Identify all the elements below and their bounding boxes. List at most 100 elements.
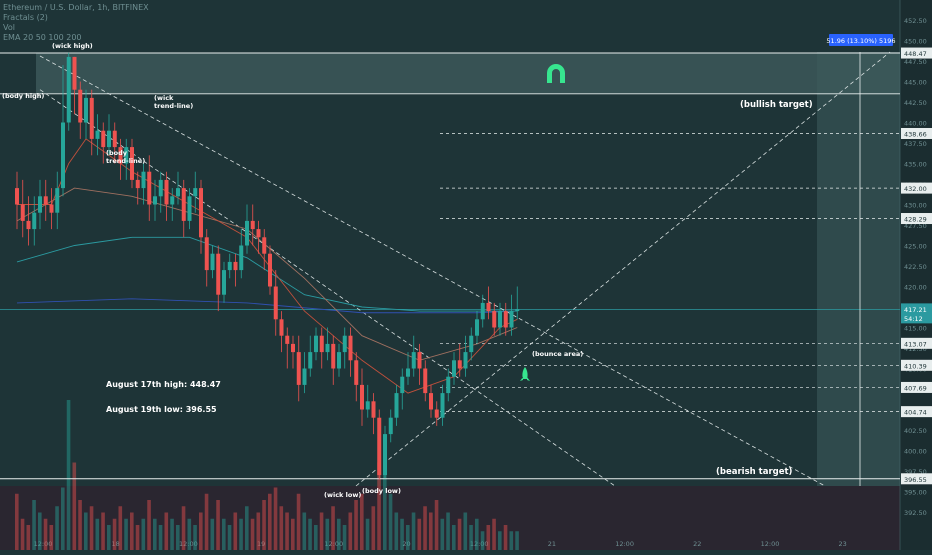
- candle-body: [319, 335, 324, 353]
- annotation-bullish-target: (bullish target): [740, 100, 813, 110]
- symbol-line[interactable]: Ethereum / U.S. Dollar, 1h, BITFINEX: [3, 3, 149, 12]
- volume-bar: [176, 525, 180, 550]
- current-price-label: 417.21: [904, 306, 927, 314]
- candle-body: [463, 352, 468, 369]
- volume-bar: [383, 437, 387, 550]
- candle-body: [61, 122, 65, 189]
- volume-bar: [452, 525, 456, 550]
- candle-body: [101, 130, 106, 148]
- volume-bar: [325, 518, 330, 550]
- candle-body: [84, 97, 88, 123]
- volume-bar: [187, 518, 192, 550]
- candle-body: [20, 204, 25, 221]
- candle-body: [515, 309, 520, 312]
- x-tick-label: 12:00: [34, 540, 53, 548]
- volume-bar: [216, 500, 220, 550]
- volume-bar: [515, 531, 519, 550]
- candle-body: [239, 245, 244, 271]
- current-price-tag: [901, 303, 932, 324]
- volume-bar: [164, 512, 169, 550]
- volume-bar: [509, 531, 514, 550]
- y-tick-label: 435.00: [904, 161, 927, 169]
- candle-body: [457, 360, 462, 369]
- volume-bar: [32, 500, 36, 550]
- volume-bar: [147, 500, 151, 550]
- volume-bar: [457, 518, 462, 550]
- bullish-target-zone: [36, 53, 900, 94]
- volume-bar: [296, 493, 301, 550]
- candle-body: [26, 220, 31, 230]
- candle-body: [233, 261, 238, 271]
- candle-body: [32, 212, 37, 230]
- y-tick-label: 452.50: [904, 17, 927, 25]
- volume-bar: [239, 518, 243, 550]
- price-level-tag: [901, 182, 932, 194]
- measure-label: 51.96 (13.10%) 5196: [826, 37, 895, 45]
- volume-bar: [210, 518, 215, 550]
- volume-bar: [95, 518, 100, 550]
- candle-body: [187, 196, 192, 221]
- countdown-label: 54:12: [904, 315, 923, 323]
- indicator-ema[interactable]: EMA 20 50 100 200: [3, 33, 82, 42]
- volume-bar: [291, 518, 295, 550]
- candle-body: [452, 360, 456, 377]
- volume-bar: [112, 518, 117, 550]
- volume-bar: [118, 506, 123, 550]
- volume-bar: [354, 500, 358, 550]
- candle-body: [509, 311, 514, 328]
- y-tick-label: 447.50: [904, 58, 927, 66]
- volume-bar: [193, 525, 197, 550]
- body-trendline: [39, 89, 616, 487]
- x-tick-label: 12:00: [470, 540, 489, 548]
- price-level-tag: [901, 127, 932, 139]
- candle-body: [170, 196, 175, 205]
- candle-body: [78, 89, 83, 123]
- volume-bar: [107, 525, 111, 550]
- candle-body: [216, 253, 221, 295]
- candle-body: [469, 335, 474, 353]
- candle-body: [95, 130, 100, 139]
- volume-bar: [463, 512, 468, 550]
- annotation-note-high: August 17th high: 448.47: [106, 380, 221, 389]
- volume-bar: [181, 506, 186, 550]
- candle-body: [492, 311, 497, 328]
- annotation-bearish-target: (bearish target): [716, 467, 793, 477]
- x-tick-label: 18: [112, 540, 120, 548]
- volume-bar: [49, 525, 54, 550]
- y-tick-label: 445.00: [904, 79, 927, 87]
- candle-body: [49, 204, 54, 213]
- candle-body: [377, 417, 382, 476]
- volume-bar: [429, 512, 433, 550]
- candle-body: [394, 393, 399, 418]
- candle-body: [250, 220, 255, 230]
- volume-bar: [394, 512, 399, 550]
- volume-bar: [492, 518, 496, 550]
- volume-bar: [486, 525, 491, 550]
- candle-body: [273, 286, 278, 320]
- candle-body: [475, 319, 479, 336]
- candle-body: [89, 97, 94, 139]
- volume-bar: [153, 518, 157, 550]
- indicator-volume[interactable]: Vol: [3, 23, 15, 32]
- volume-bar: [273, 487, 278, 550]
- indicator-fractals[interactable]: Fractals (2): [3, 13, 48, 22]
- volume-bar: [440, 518, 445, 550]
- volume-bar: [72, 462, 77, 550]
- candle-body: [107, 130, 111, 148]
- x-tick-label: 22: [693, 540, 701, 548]
- volume-bar: [204, 493, 209, 550]
- y-tick-label: 442.50: [904, 99, 927, 107]
- candle-body: [411, 352, 416, 369]
- candle-body: [193, 188, 198, 197]
- candle-body: [371, 401, 376, 418]
- annotation-body-trendline: (body: [106, 149, 128, 157]
- measure-tag: [829, 34, 893, 46]
- candle-body: [15, 188, 19, 205]
- price-level-tag: [901, 473, 932, 485]
- volume-bar: [158, 525, 163, 550]
- candle-body: [43, 196, 48, 205]
- volume-bar: [55, 506, 59, 550]
- volume-bar: [337, 518, 341, 550]
